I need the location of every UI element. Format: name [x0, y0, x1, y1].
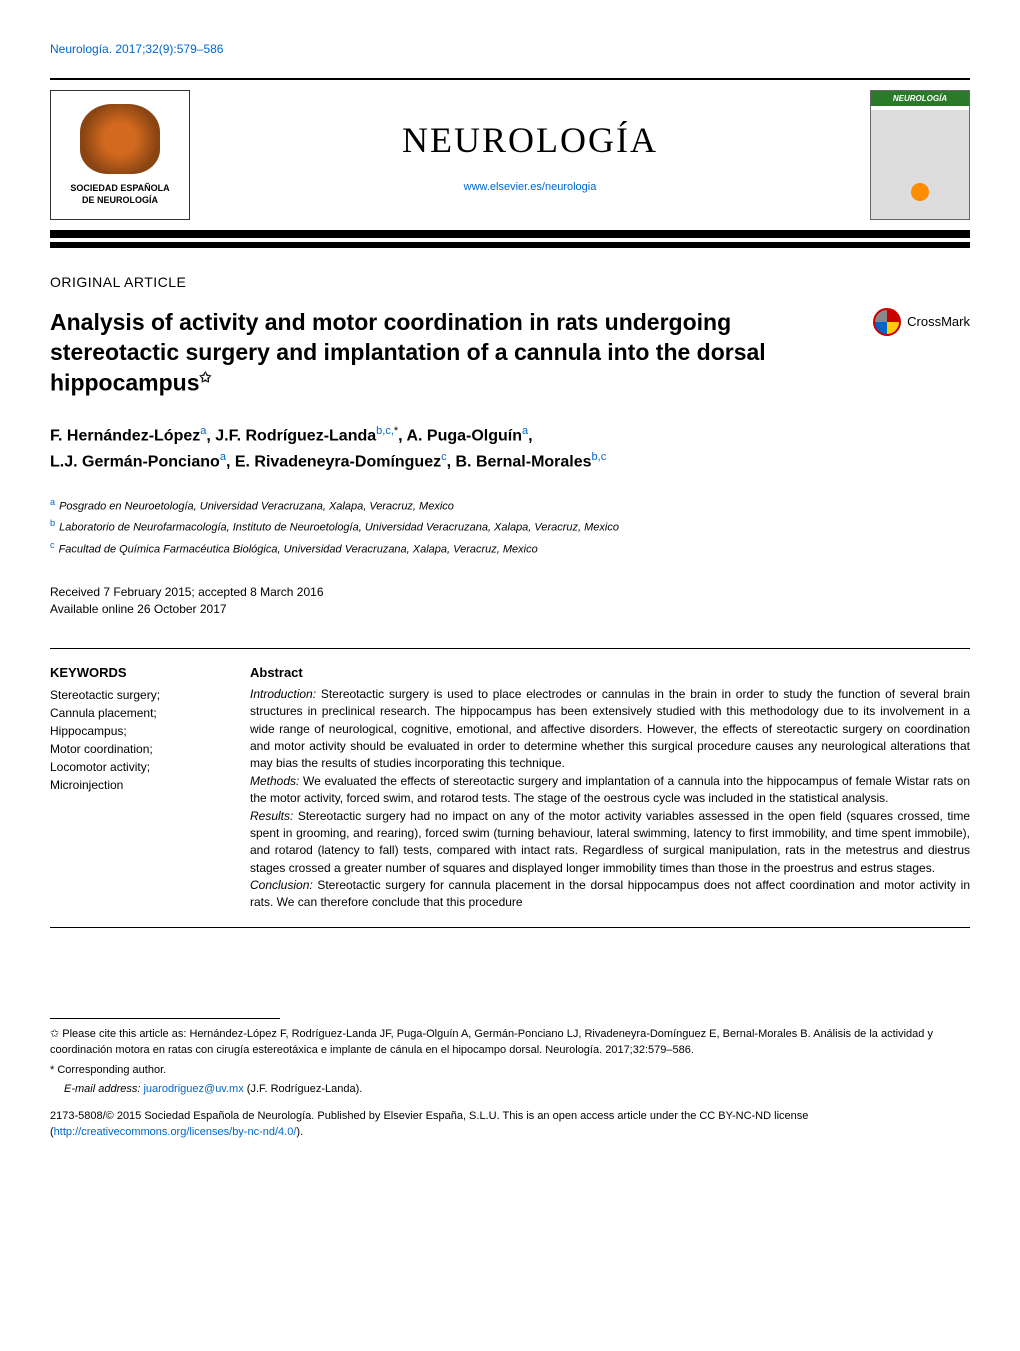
authors-list: F. Hernández-Lópeza, J.F. Rodríguez-Land… — [50, 423, 970, 475]
received-accepted-date: Received 7 February 2015; accepted 8 Mar… — [50, 584, 970, 601]
corresponding-label: Corresponding author. — [57, 1064, 166, 1076]
cite-as-text: Please cite this article as: Hernández-L… — [50, 1028, 933, 1057]
star-marker: ✩ — [50, 1028, 62, 1040]
methods-label: Methods: — [250, 774, 299, 788]
methods-text: We evaluated the effects of stereotactic… — [250, 774, 970, 805]
license-url-link[interactable]: http://creativecommons.org/licenses/by-n… — [54, 1126, 297, 1138]
email-author: (J.F. Rodríguez-Landa). — [247, 1083, 363, 1095]
logo-org-line2: DE NEUROLOGÍA — [82, 194, 158, 207]
logo-org-line1: SOCIEDAD ESPAÑOLA — [70, 182, 169, 195]
abstract-container: KEYWORDS Stereotactic surgery; Cannula p… — [50, 648, 970, 928]
keywords-list: Stereotactic surgery; Cannula placement;… — [50, 686, 235, 794]
email-label: E-mail address: — [64, 1083, 140, 1095]
author-2-aff[interactable]: b,c, — [376, 425, 394, 437]
author-4-aff[interactable]: a — [220, 451, 226, 463]
title-footnote-star: ✩ — [200, 369, 212, 385]
abstract-heading: Abstract — [250, 664, 970, 682]
keywords-column: KEYWORDS Stereotactic surgery; Cannula p… — [50, 649, 250, 927]
results-text: Stereotactic surgery had no impact on an… — [250, 809, 970, 875]
license-block: 2173-5808/© 2015 Sociedad Española de Ne… — [50, 1108, 970, 1141]
journal-cover-thumbnail: NEUROLOGÍA — [870, 90, 970, 220]
author-6: B. Bernal-Morales — [456, 453, 592, 470]
corresponding-asterisk[interactable]: * — [394, 425, 398, 437]
journal-title: NEUROLOGÍA — [190, 115, 870, 165]
affiliations: aPosgrado en Neuroetología, Universidad … — [50, 495, 970, 559]
keywords-heading: KEYWORDS — [50, 664, 235, 682]
abstract-column: Abstract Introduction: Stereotactic surg… — [250, 648, 970, 927]
author-5: E. Rivadeneyra-Domínguez — [235, 453, 441, 470]
author-1-aff[interactable]: a — [200, 425, 206, 437]
footnotes: ✩ Please cite this article as: Hernández… — [50, 1026, 970, 1098]
affiliation-a: Posgrado en Neuroetología, Universidad V… — [59, 501, 454, 513]
title-text: Analysis of activity and motor coordinat… — [50, 309, 766, 395]
cover-graphic-icon — [911, 183, 929, 201]
citation-text[interactable]: Neurología. 2017;32(9):579–586 — [50, 42, 223, 56]
email-link[interactable]: juarodriguez@uv.mx — [143, 1083, 243, 1095]
author-6-aff[interactable]: b,c — [592, 451, 607, 463]
crossmark-badge[interactable]: CrossMark — [873, 308, 970, 336]
society-logo: SOCIEDAD ESPAÑOLA DE NEUROLOGÍA — [50, 90, 190, 220]
cover-title: NEUROLOGÍA — [871, 91, 969, 106]
available-online-date: Available online 26 October 2017 — [50, 601, 970, 618]
article-title: Analysis of activity and motor coordinat… — [50, 308, 853, 398]
abstract-body: Introduction: Stereotactic surgery is us… — [250, 686, 970, 912]
affiliation-c: Facultad de Química Farmacéutica Biológi… — [59, 543, 538, 555]
license-close: ). — [296, 1126, 303, 1138]
author-5-aff[interactable]: c — [441, 451, 447, 463]
citation-header: Neurología. 2017;32(9):579–586 — [50, 40, 970, 58]
crossmark-label: CrossMark — [907, 313, 970, 331]
section-label: ORIGINAL ARTICLE — [50, 273, 970, 293]
conclusion-label: Conclusion: — [250, 878, 313, 892]
intro-label: Introduction: — [250, 687, 316, 701]
brain-icon — [80, 104, 160, 174]
author-1: F. Hernández-López — [50, 427, 200, 444]
crossmark-icon — [873, 308, 901, 336]
results-label: Results: — [250, 809, 293, 823]
article-dates: Received 7 February 2015; accepted 8 Mar… — [50, 584, 970, 618]
footnote-rule — [50, 1018, 280, 1019]
conclusion-text: Stereotactic surgery for cannula placeme… — [250, 878, 970, 909]
affiliation-b: Laboratorio de Neurofarmacología, Instit… — [59, 522, 619, 534]
author-3-aff[interactable]: a — [522, 425, 528, 437]
intro-text: Stereotactic surgery is used to place el… — [250, 687, 970, 771]
journal-header: SOCIEDAD ESPAÑOLA DE NEUROLOGÍA NEUROLOG… — [50, 80, 970, 230]
author-2: J.F. Rodríguez-Landa — [215, 427, 376, 444]
author-3: A. Puga-Olguín — [406, 427, 522, 444]
journal-url-link[interactable]: www.elsevier.es/neurologia — [464, 181, 597, 193]
author-4: L.J. Germán-Ponciano — [50, 453, 220, 470]
